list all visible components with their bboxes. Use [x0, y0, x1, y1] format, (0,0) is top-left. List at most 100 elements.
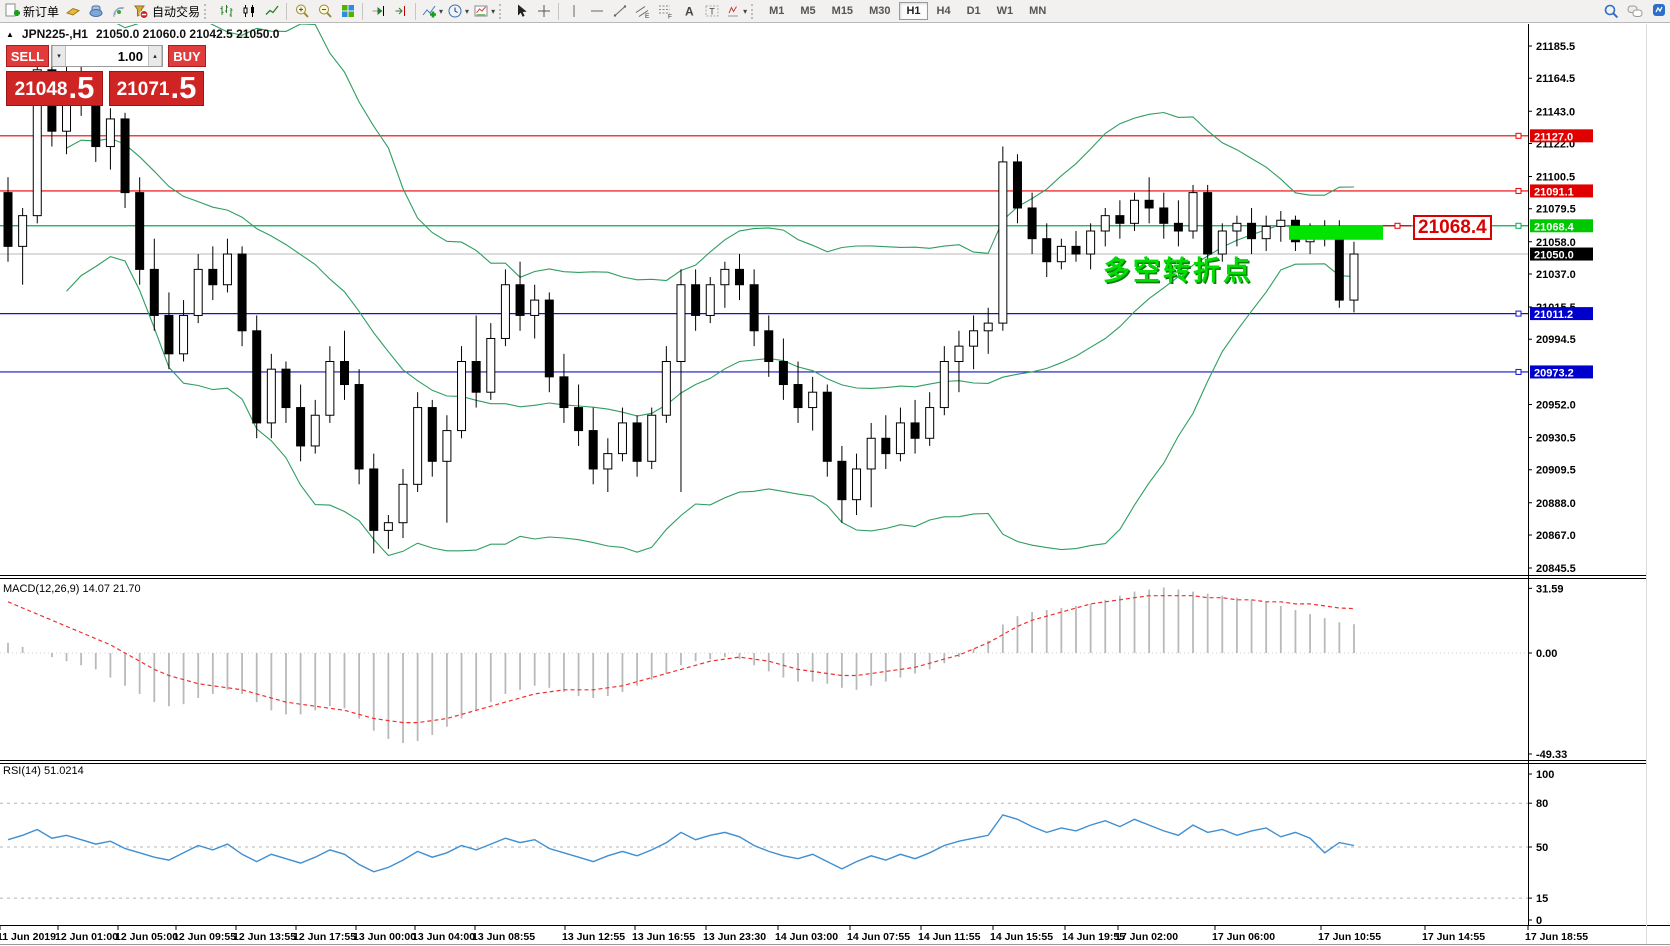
- sell-price[interactable]: 21048 .5: [6, 71, 103, 106]
- signals-icon: [111, 3, 127, 19]
- svg-text:14 Jun 19:55: 14 Jun 19:55: [1062, 931, 1125, 943]
- new-order-button[interactable]: 新订单: [2, 1, 61, 22]
- macd-axis: 31.59 0.00 -49.33: [1528, 583, 1567, 761]
- svg-text:20888.0: 20888.0: [1536, 498, 1576, 510]
- svg-text:21068.4: 21068.4: [1534, 221, 1575, 233]
- timeframe-m5[interactable]: M5: [793, 2, 822, 20]
- svg-text:21079.5: 21079.5: [1536, 204, 1576, 216]
- price-badge: [1530, 365, 1593, 379]
- timeframe-m15[interactable]: M15: [825, 2, 860, 20]
- indicators-button[interactable]: ▾: [419, 1, 445, 22]
- cursor-button[interactable]: [509, 1, 532, 22]
- svg-text:T: T: [709, 7, 715, 17]
- crosshair-icon: [536, 3, 552, 19]
- fibonacci-button[interactable]: F: [654, 1, 677, 22]
- search-button[interactable]: [1600, 1, 1623, 22]
- text-label-button[interactable]: T: [700, 1, 723, 22]
- candlestick-button[interactable]: [237, 1, 260, 22]
- new-order-icon: [4, 3, 20, 19]
- timeframe-w1[interactable]: W1: [990, 2, 1021, 20]
- svg-text:13 Jun 12:55: 13 Jun 12:55: [562, 931, 625, 943]
- chart-annotation-text[interactable]: 多空转折点: [1103, 256, 1253, 286]
- buy-price[interactable]: 21071 .5: [109, 71, 204, 106]
- signals-button[interactable]: [107, 1, 130, 22]
- chat-icon: [1626, 3, 1644, 19]
- order-row: SELL ▾ 1.00 ▴ BUY: [6, 45, 206, 67]
- tile-windows-button[interactable]: [336, 1, 359, 22]
- drawing-group: E F A T ▾: [562, 0, 749, 22]
- bollinger-upper: [116, 24, 1355, 282]
- svg-text:14 Jun 15:55: 14 Jun 15:55: [990, 931, 1053, 943]
- zoom-in-button[interactable]: [290, 1, 313, 22]
- market-icon: [65, 3, 81, 19]
- price-axis[interactable]: 21185.521164.521143.021122.021100.521079…: [1528, 41, 1593, 575]
- cursor-icon: [513, 3, 529, 19]
- line-chart-icon: [264, 3, 280, 19]
- zoom-in-icon: [294, 3, 310, 19]
- profile-icon: [88, 3, 104, 19]
- rsi-axis: 100 80 50 15 0: [1528, 769, 1554, 927]
- chevron-down-icon: ▾: [491, 6, 496, 16]
- separator: [362, 2, 364, 20]
- vertical-line-button[interactable]: [562, 1, 585, 22]
- price-row: 21048 .5 21071 .5: [6, 71, 206, 106]
- highlight-box[interactable]: [1289, 225, 1383, 240]
- text-button[interactable]: A: [677, 1, 700, 22]
- timeframe-h1[interactable]: H1: [899, 2, 928, 20]
- svg-text:13 Jun 23:30: 13 Jun 23:30: [703, 931, 766, 943]
- trendline-button[interactable]: [608, 1, 631, 22]
- arrows-button[interactable]: ▾: [723, 1, 749, 22]
- volume-stepper: ▾ 1.00 ▴: [51, 45, 163, 67]
- macd-indicator-label: MACD(12,26,9) 14.07 21.70: [3, 583, 141, 595]
- volume-value[interactable]: 1.00: [66, 46, 148, 66]
- timeframe-d1[interactable]: D1: [960, 2, 988, 20]
- price-callout-label[interactable]: 21068.4: [1413, 215, 1492, 240]
- autotrade-icon: [132, 3, 149, 19]
- templates-button[interactable]: ▾: [471, 1, 497, 22]
- svg-text:21164.5: 21164.5: [1536, 73, 1575, 85]
- line-chart-button[interactable]: [260, 1, 283, 22]
- timeframe-m1[interactable]: M1: [762, 2, 791, 20]
- sell-button[interactable]: SELL: [6, 45, 49, 67]
- timeframe-m30[interactable]: M30: [862, 2, 897, 20]
- logo-icon: [1651, 3, 1667, 22]
- svg-text:17 Jun 06:00: 17 Jun 06:00: [1212, 931, 1275, 943]
- crosshair-button[interactable]: [532, 1, 555, 22]
- svg-text:20845.5: 20845.5: [1536, 563, 1576, 575]
- channel-icon: E: [634, 3, 651, 19]
- horizontal-line-button[interactable]: [585, 1, 608, 22]
- autotrade-button[interactable]: 自动交易: [130, 1, 202, 22]
- chat-button[interactable]: [1623, 1, 1646, 22]
- profile-button[interactable]: [84, 1, 107, 22]
- svg-text:12 Jun 01:00: 12 Jun 01:00: [55, 931, 118, 943]
- bar-chart-button[interactable]: [214, 1, 237, 22]
- timeframe-mn[interactable]: MN: [1022, 2, 1053, 20]
- periods-button[interactable]: ▾: [445, 1, 471, 22]
- chart-shift-button[interactable]: [389, 1, 412, 22]
- horizontal-line-icon: [589, 3, 605, 19]
- channel-button[interactable]: E: [631, 1, 654, 22]
- sell-price-main: 21048: [14, 79, 68, 100]
- svg-text:21011.2: 21011.2: [1534, 309, 1573, 321]
- svg-text:14 Jun 07:55: 14 Jun 07:55: [847, 931, 910, 943]
- autoscroll-button[interactable]: [366, 1, 389, 22]
- volume-increase-button[interactable]: ▴: [148, 46, 162, 66]
- market-button[interactable]: [61, 1, 84, 22]
- one-click-trading-panel: SELL ▾ 1.00 ▴ BUY 21048 .5 21071 .5: [6, 45, 206, 106]
- chevron-down-icon: ▾: [743, 6, 748, 16]
- svg-text:21185.5: 21185.5: [1536, 41, 1575, 53]
- buy-button[interactable]: BUY: [168, 45, 206, 67]
- symbol-period-label: JPN225-,H1: [21, 27, 88, 41]
- zoom-out-button[interactable]: [313, 1, 336, 22]
- volume-decrease-button[interactable]: ▾: [52, 46, 66, 66]
- timeframe-h4[interactable]: H4: [930, 2, 958, 20]
- candlestick-icon: [241, 3, 257, 19]
- svg-text:13 Jun 00:00: 13 Jun 00:00: [353, 931, 416, 943]
- rsi-indicator-label: RSI(14) 51.0214: [3, 765, 84, 777]
- svg-text:14 Jun 03:00: 14 Jun 03:00: [775, 931, 838, 943]
- svg-text:0: 0: [1536, 915, 1542, 927]
- svg-text:21143.0: 21143.0: [1536, 106, 1575, 118]
- svg-text:80: 80: [1536, 798, 1548, 810]
